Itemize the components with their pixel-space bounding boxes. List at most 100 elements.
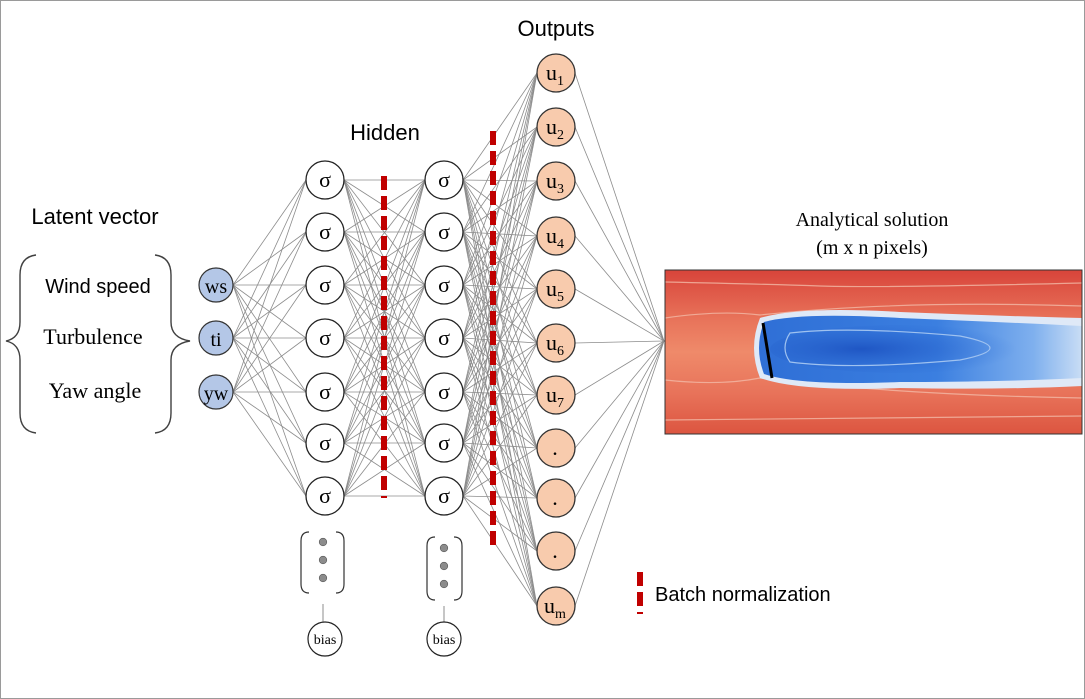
connection-line xyxy=(232,337,307,393)
hidden-node-1-3: σ xyxy=(305,265,345,305)
hidden-node-1-5: σ xyxy=(305,372,345,412)
connection-line xyxy=(462,391,538,552)
connection-line xyxy=(462,495,538,552)
output-node-1: u1 xyxy=(536,53,576,93)
connection-line xyxy=(232,391,307,444)
output-node-label: u1 xyxy=(546,60,564,89)
bias-ellipsis-box-2 xyxy=(426,536,463,622)
connection-line xyxy=(462,180,538,497)
sigma-label: σ xyxy=(438,325,450,350)
output-node-4: u4 xyxy=(536,216,576,256)
output-node-label: . xyxy=(552,485,558,510)
sigma-label: σ xyxy=(319,325,331,350)
sigma-label: σ xyxy=(319,379,331,404)
sigma-label: σ xyxy=(319,219,331,244)
output-node-label: u7 xyxy=(546,382,564,411)
sigma-label: σ xyxy=(319,430,331,455)
output-node-10: . xyxy=(536,531,576,571)
connection-line xyxy=(343,179,426,286)
bias-ellipsis-box-1 xyxy=(300,531,345,622)
hidden-node-1-2: σ xyxy=(305,212,345,252)
connection-line xyxy=(462,72,538,233)
connection-line xyxy=(343,179,426,444)
outputs-heading: Outputs xyxy=(517,16,594,41)
bias-node-1-label: bias xyxy=(314,633,337,648)
input-node-ti-label: ti xyxy=(210,329,222,351)
output-node-7: u7 xyxy=(536,375,576,415)
connection-line xyxy=(232,179,307,393)
batch-norm-legend-label: Batch normalization xyxy=(655,584,831,606)
hidden-node-2-5: σ xyxy=(424,372,464,412)
connection-line xyxy=(462,337,538,499)
output-node-9: . xyxy=(536,478,576,518)
connection-line xyxy=(462,72,538,393)
connection-line xyxy=(574,340,665,607)
hidden-node-2-1: σ xyxy=(424,160,464,200)
sigma-label: σ xyxy=(438,379,450,404)
connection-line xyxy=(232,179,307,286)
sigma-label: σ xyxy=(438,167,450,192)
connection-line xyxy=(232,337,307,444)
connection-line xyxy=(462,495,538,607)
connection-line xyxy=(462,495,538,499)
connection-line xyxy=(574,340,665,344)
output-node-label: u6 xyxy=(546,330,564,359)
input-node-yw: yw xyxy=(198,374,234,410)
input-node-ws-label: ws xyxy=(205,276,227,298)
input-label-yaw-angle: Yaw angle xyxy=(49,378,141,403)
connection-line xyxy=(462,342,538,497)
output-node-8: . xyxy=(536,428,576,468)
input-node-yw-label: yw xyxy=(204,383,229,405)
connection-line xyxy=(232,337,307,497)
connection-line xyxy=(574,340,665,449)
output-node-2: u2 xyxy=(536,107,576,147)
hidden-layer-1: σ σ σ σ σ σ σ xyxy=(305,160,345,516)
connection-line xyxy=(462,72,538,286)
output-node-5: u5 xyxy=(536,269,576,309)
input-node-ti: ti xyxy=(198,320,234,356)
connection-line xyxy=(232,391,307,497)
connection-line xyxy=(462,72,538,339)
latent-vector-heading: Latent vector xyxy=(31,204,158,229)
connection-line xyxy=(574,340,665,396)
output-node-3: u3 xyxy=(536,161,576,201)
sigma-label: σ xyxy=(319,483,331,508)
connection-line xyxy=(462,288,538,497)
output-node-label: u3 xyxy=(546,168,564,197)
connection-line xyxy=(462,447,538,497)
hidden-layer-2: σ σ σ σ σ σ σ xyxy=(424,160,464,516)
connection-line xyxy=(462,72,538,497)
outer-left-brace xyxy=(5,254,37,434)
sigma-label: σ xyxy=(438,430,450,455)
hidden-node-2-6: σ xyxy=(424,423,464,463)
connection-line xyxy=(462,235,538,497)
connection-line xyxy=(574,340,665,499)
analytical-solution-subtitle: (m x n pixels) xyxy=(816,237,928,259)
sigma-label: σ xyxy=(319,272,331,297)
output-node-label: u2 xyxy=(546,114,564,143)
bias-node-2-label: bias xyxy=(433,633,456,648)
connection-line xyxy=(232,284,307,393)
connection-line xyxy=(574,288,665,342)
hidden-node-1-6: σ xyxy=(305,423,345,463)
output-node-6: u6 xyxy=(536,323,576,363)
connection-line xyxy=(462,126,538,497)
output-node-label: u5 xyxy=(546,276,564,305)
hidden-node-1-1: σ xyxy=(305,160,345,200)
connection-line xyxy=(462,394,538,497)
bias-node-2: bias xyxy=(426,621,462,657)
output-node-11: um xyxy=(536,586,576,626)
sigma-label: σ xyxy=(438,483,450,508)
analytical-solution-title: Analytical solution xyxy=(796,209,949,231)
sigma-label: σ xyxy=(319,167,331,192)
inner-right-brace xyxy=(154,254,191,434)
output-node-label: um xyxy=(544,593,566,622)
connection-line xyxy=(343,284,426,497)
output-node-label: . xyxy=(552,538,558,563)
sigma-label: σ xyxy=(438,219,450,244)
hidden-node-1-4: σ xyxy=(305,318,345,358)
input-node-ws: ws xyxy=(198,267,234,303)
connection-line xyxy=(232,284,307,444)
input-label-turbulence: Turbulence xyxy=(43,324,142,349)
